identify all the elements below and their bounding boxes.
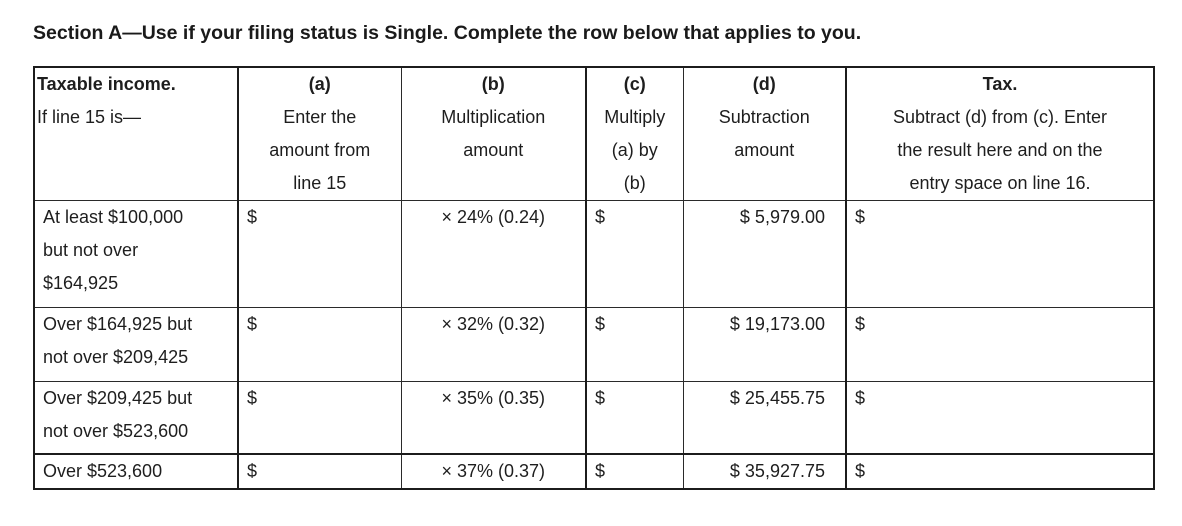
col-header-subtitle: Subtraction amount xyxy=(718,107,810,160)
multiplication-amount-cell: × 37% (0.37) xyxy=(401,453,587,489)
col-header-title: (b) xyxy=(481,74,505,94)
tax-computation-table: Taxable income. If line 15 is— (a) Enter… xyxy=(33,66,1155,490)
col-header-d: (d) Subtraction amount xyxy=(683,67,847,201)
col-header-tax: Tax. Subtract (d) from (c). Enter the re… xyxy=(846,67,1154,201)
subtraction-amount-cell: $ 19,173.00 xyxy=(683,307,847,382)
col-header-subtitle: Enter the amount from line 15 xyxy=(269,107,371,193)
amount-c-entry-cell[interactable]: $ xyxy=(586,453,684,489)
col-header-b: (b) Multiplication amount xyxy=(401,67,587,201)
subtraction-amount-cell: $ 5,979.00 xyxy=(683,200,847,308)
col-header-a: (a) Enter the amount from line 15 xyxy=(238,67,402,201)
tax-result-entry-cell[interactable]: $ xyxy=(855,388,866,408)
amount-a-entry-cell[interactable]: $ xyxy=(238,453,402,489)
bracket-row-37-percent: Over $523,600 $ × 37% (0.37) $ $ 35,927.… xyxy=(34,453,1154,489)
col-header-c: (c) Multiply (a) by (b) xyxy=(586,67,684,201)
col-header-title: (a) xyxy=(308,74,331,94)
bracket-row-32-percent: Over $164,925 but not over $209,425 $ × … xyxy=(34,307,1154,382)
multiplication-amount-cell: × 32% (0.32) xyxy=(401,307,587,382)
col-header-subtitle: Multiply (a) by (b) xyxy=(604,107,666,193)
tax-result-entry-cell[interactable]: $ xyxy=(855,314,866,334)
amount-a-entry-cell[interactable]: $ xyxy=(238,381,402,454)
tax-result-entry-cell[interactable]: $ xyxy=(855,207,866,227)
col-header-subtitle: Multiplication amount xyxy=(441,107,546,160)
bracket-row-24-percent: At least $100,000 but not over $164,925 … xyxy=(34,200,1154,308)
income-range-cell: Over $523,600 xyxy=(34,453,239,489)
subtraction-amount-cell: $ 35,927.75 xyxy=(683,453,847,489)
amount-c-entry-cell[interactable]: $ xyxy=(586,381,684,454)
col-header-subtitle: If line 15 is— xyxy=(37,107,142,127)
tax-result-entry-cell[interactable]: $ xyxy=(855,460,866,481)
col-header-title: Taxable income. xyxy=(37,74,176,94)
col-header-taxable-income: Taxable income. If line 15 is— xyxy=(34,67,239,201)
income-range-cell: At least $100,000 but not over $164,925 xyxy=(34,200,239,308)
section-a-heading: Section A—Use if your filing status is S… xyxy=(33,22,862,44)
col-header-title: Tax. xyxy=(982,74,1018,94)
multiplication-amount-cell: × 24% (0.24) xyxy=(401,200,587,308)
amount-c-entry-cell[interactable]: $ xyxy=(586,307,684,382)
col-header-title: (d) xyxy=(752,74,776,94)
multiplication-amount-cell: × 35% (0.35) xyxy=(401,381,587,454)
amount-a-entry-cell[interactable]: $ xyxy=(238,307,402,382)
col-header-title: (c) xyxy=(623,74,646,94)
amount-c-entry-cell[interactable]: $ xyxy=(586,200,684,308)
income-range-cell: Over $209,425 but not over $523,600 xyxy=(34,381,239,454)
subtraction-amount-cell: $ 25,455.75 xyxy=(683,381,847,454)
table-header-row: Taxable income. If line 15 is— (a) Enter… xyxy=(34,67,1154,201)
bracket-row-35-percent: Over $209,425 but not over $523,600 $ × … xyxy=(34,381,1154,454)
income-range-cell: Over $164,925 but not over $209,425 xyxy=(34,307,239,382)
col-header-subtitle: Subtract (d) from (c). Enter the result … xyxy=(892,107,1108,193)
amount-a-entry-cell[interactable]: $ xyxy=(238,200,402,308)
